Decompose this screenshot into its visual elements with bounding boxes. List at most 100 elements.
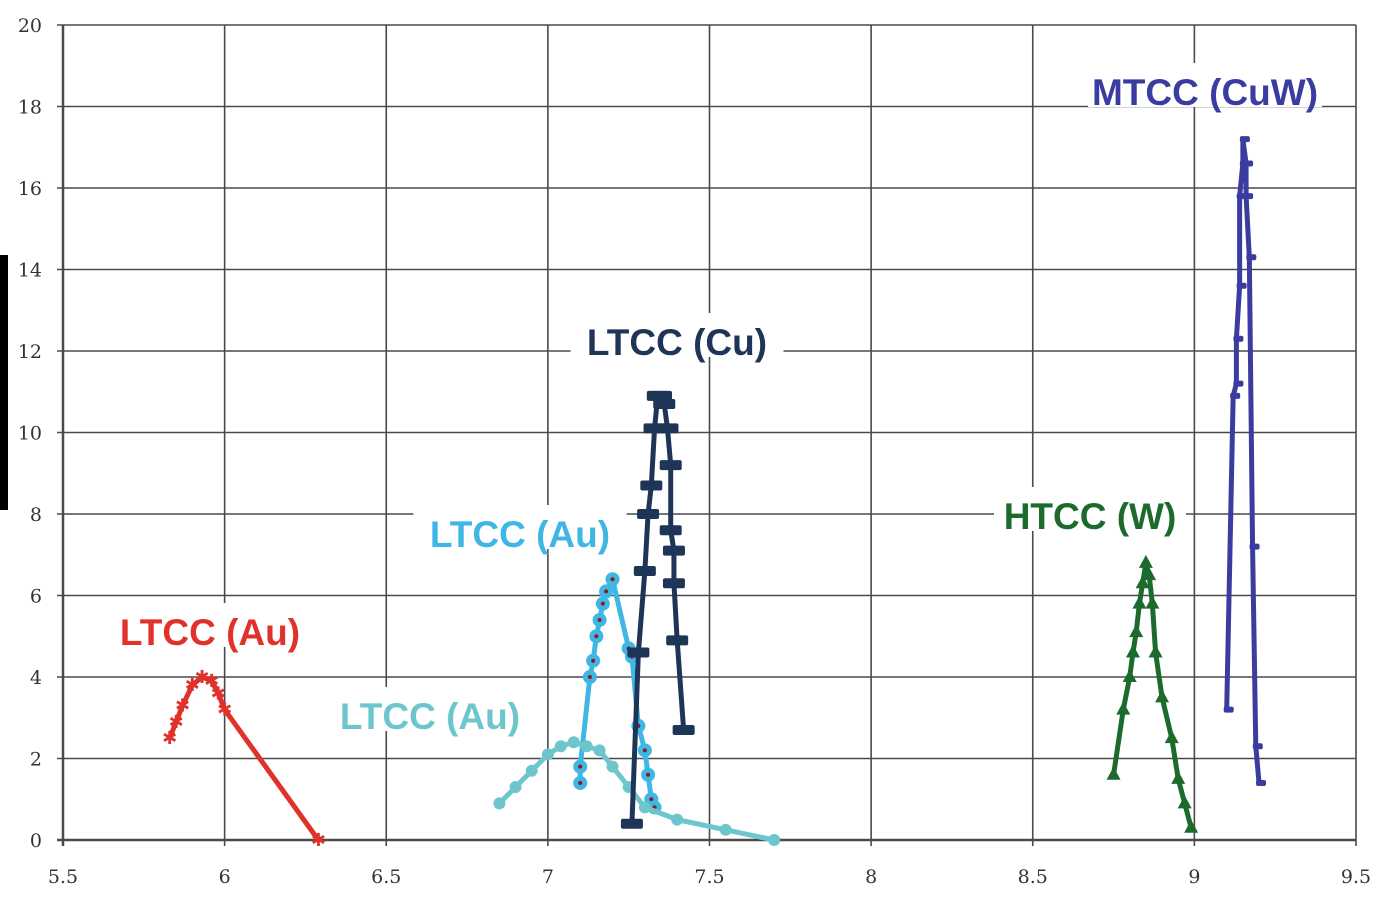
y-tick-label: 12 [18, 341, 42, 363]
data-point [493, 797, 506, 810]
series-group: ✱✱✱✱✱✱✱✱✱ [162, 136, 1267, 851]
data-point [659, 460, 682, 471]
data-point [1155, 689, 1170, 703]
data-point [593, 744, 606, 757]
x-tick-label: 9.5 [1341, 866, 1371, 888]
x-tick-label: 7.5 [694, 866, 724, 888]
y-tick-label: 10 [18, 423, 42, 445]
x-tick-label: 8 [865, 866, 877, 888]
data-point-center [594, 634, 599, 639]
x-tick-label: 7 [542, 866, 554, 888]
series-label: HTCC (W) [1004, 496, 1177, 537]
data-point [1233, 335, 1244, 342]
series-1 [573, 572, 662, 815]
data-point [768, 834, 781, 846]
data-point-center [646, 772, 651, 777]
data-point-center [604, 589, 609, 594]
series-5 [1223, 136, 1267, 786]
data-point [1129, 624, 1144, 638]
data-point [1106, 766, 1121, 780]
data-point [1249, 543, 1260, 550]
data-point-center [578, 764, 583, 769]
x-tick-label: 6.5 [371, 866, 401, 888]
x-tick-label: 5.5 [48, 866, 78, 888]
data-point [1239, 136, 1250, 143]
y-tick-label: 14 [18, 260, 42, 282]
data-point [650, 390, 673, 401]
data-point [620, 818, 643, 829]
series-label: LTCC (Au) [430, 514, 610, 555]
data-point [1252, 743, 1263, 750]
series-4 [1106, 554, 1199, 833]
data-point [525, 764, 538, 777]
data-point-center [649, 797, 654, 802]
data-point-center [578, 780, 583, 785]
annotation-bg [994, 487, 1186, 531]
y-tick-label: 0 [30, 830, 42, 852]
data-point: ✱ [162, 728, 177, 749]
data-point [1230, 392, 1241, 399]
data-point [666, 635, 689, 646]
data-point: ✱ [175, 696, 190, 717]
grid [57, 24, 1357, 846]
data-point-center [642, 748, 647, 753]
data-point-center [600, 601, 605, 606]
y-tick-label: 16 [18, 178, 42, 200]
data-point [1177, 795, 1192, 809]
series-line [1224, 136, 1262, 784]
annotation-bg [103, 603, 317, 647]
data-point [1171, 770, 1186, 784]
data-point [662, 578, 685, 589]
data-point [1142, 567, 1157, 581]
x-tick-label: 6 [219, 866, 231, 888]
annotations: LTCC (Au) LTCC (Au) LTCC (Au) LTCC (Cu) HTCC… [103, 63, 1322, 737]
x-tick-label: 8.5 [1018, 866, 1048, 888]
data-point: ✱ [211, 683, 226, 704]
series-label: LTCC (Au) [340, 696, 520, 737]
y-tick-label: 8 [30, 504, 42, 526]
data-point: ✱ [169, 712, 184, 733]
y-tick-label: 4 [30, 667, 42, 689]
data-point [580, 740, 593, 753]
data-point [671, 813, 684, 826]
data-point [1246, 254, 1257, 261]
series-line [167, 674, 321, 842]
data-point [1138, 554, 1153, 568]
tick-labels: 5.5 6 6.5 7 7.5 8 8.5 9 9.5 0 2 4 6 8 10 12 14 16 18 20 [18, 15, 1371, 888]
series-line [629, 393, 687, 824]
data-point [659, 525, 682, 536]
y-tick-label: 18 [18, 97, 42, 119]
data-point [554, 740, 567, 753]
data-point [509, 781, 522, 794]
data-point [541, 748, 554, 761]
data-point [1145, 595, 1160, 609]
data-point [1184, 819, 1199, 833]
data-point-center [591, 658, 596, 663]
data-point [1243, 193, 1254, 200]
data-point [656, 423, 679, 434]
series-3 [620, 390, 695, 829]
data-point: ✱ [217, 700, 232, 721]
data-point [672, 724, 695, 735]
data-point [1256, 779, 1267, 786]
data-point [1236, 282, 1247, 289]
data-point [1122, 669, 1137, 682]
data-point [1164, 730, 1179, 744]
annotation-bg [323, 687, 537, 731]
data-point [1148, 644, 1163, 658]
data-point [1243, 160, 1254, 167]
data-point [653, 398, 676, 409]
data-point [1125, 644, 1140, 658]
data-point [640, 480, 663, 491]
data-point-center [610, 577, 615, 582]
series-line [1111, 560, 1194, 829]
data-point: ✱ [194, 667, 209, 688]
data-point [719, 823, 732, 836]
data-point [1135, 575, 1150, 589]
series-0: ✱✱✱✱✱✱✱✱✱ [162, 667, 326, 851]
data-point-center [597, 617, 602, 622]
annotation-bg [1088, 63, 1322, 107]
data-point [627, 647, 650, 658]
data-point-center [587, 675, 592, 679]
